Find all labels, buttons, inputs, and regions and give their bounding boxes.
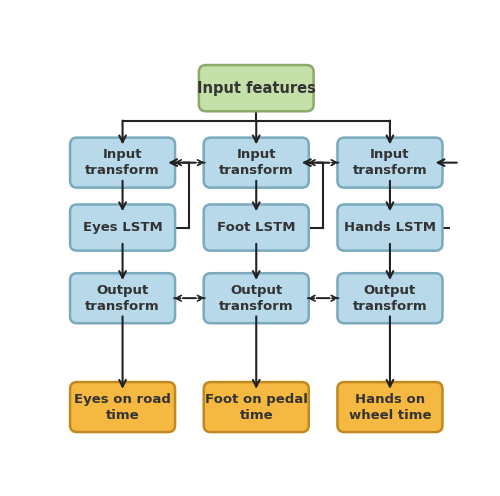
FancyBboxPatch shape — [204, 204, 309, 250]
FancyBboxPatch shape — [338, 273, 442, 323]
FancyBboxPatch shape — [338, 382, 442, 432]
Text: Hands LSTM: Hands LSTM — [344, 221, 436, 234]
Text: Foot on pedal
time: Foot on pedal time — [205, 392, 308, 422]
FancyBboxPatch shape — [204, 137, 309, 187]
Text: Output
transform: Output transform — [219, 284, 294, 312]
FancyBboxPatch shape — [70, 273, 175, 323]
FancyBboxPatch shape — [338, 204, 442, 250]
Text: Output
transform: Output transform — [85, 284, 160, 312]
Text: Foot LSTM: Foot LSTM — [217, 221, 296, 234]
FancyBboxPatch shape — [338, 137, 442, 187]
Text: Eyes LSTM: Eyes LSTM — [82, 221, 162, 234]
Text: Input features: Input features — [197, 81, 316, 96]
Text: Input
transform: Input transform — [352, 148, 427, 177]
Text: Output
transform: Output transform — [352, 284, 427, 312]
FancyBboxPatch shape — [70, 204, 175, 250]
FancyBboxPatch shape — [199, 65, 314, 111]
Text: Hands on
wheel time: Hands on wheel time — [348, 392, 431, 422]
FancyBboxPatch shape — [70, 137, 175, 187]
FancyBboxPatch shape — [204, 382, 309, 432]
Text: Input
transform: Input transform — [219, 148, 294, 177]
Text: Eyes on road
time: Eyes on road time — [74, 392, 171, 422]
Text: Input
transform: Input transform — [85, 148, 160, 177]
FancyBboxPatch shape — [204, 273, 309, 323]
FancyBboxPatch shape — [70, 382, 175, 432]
